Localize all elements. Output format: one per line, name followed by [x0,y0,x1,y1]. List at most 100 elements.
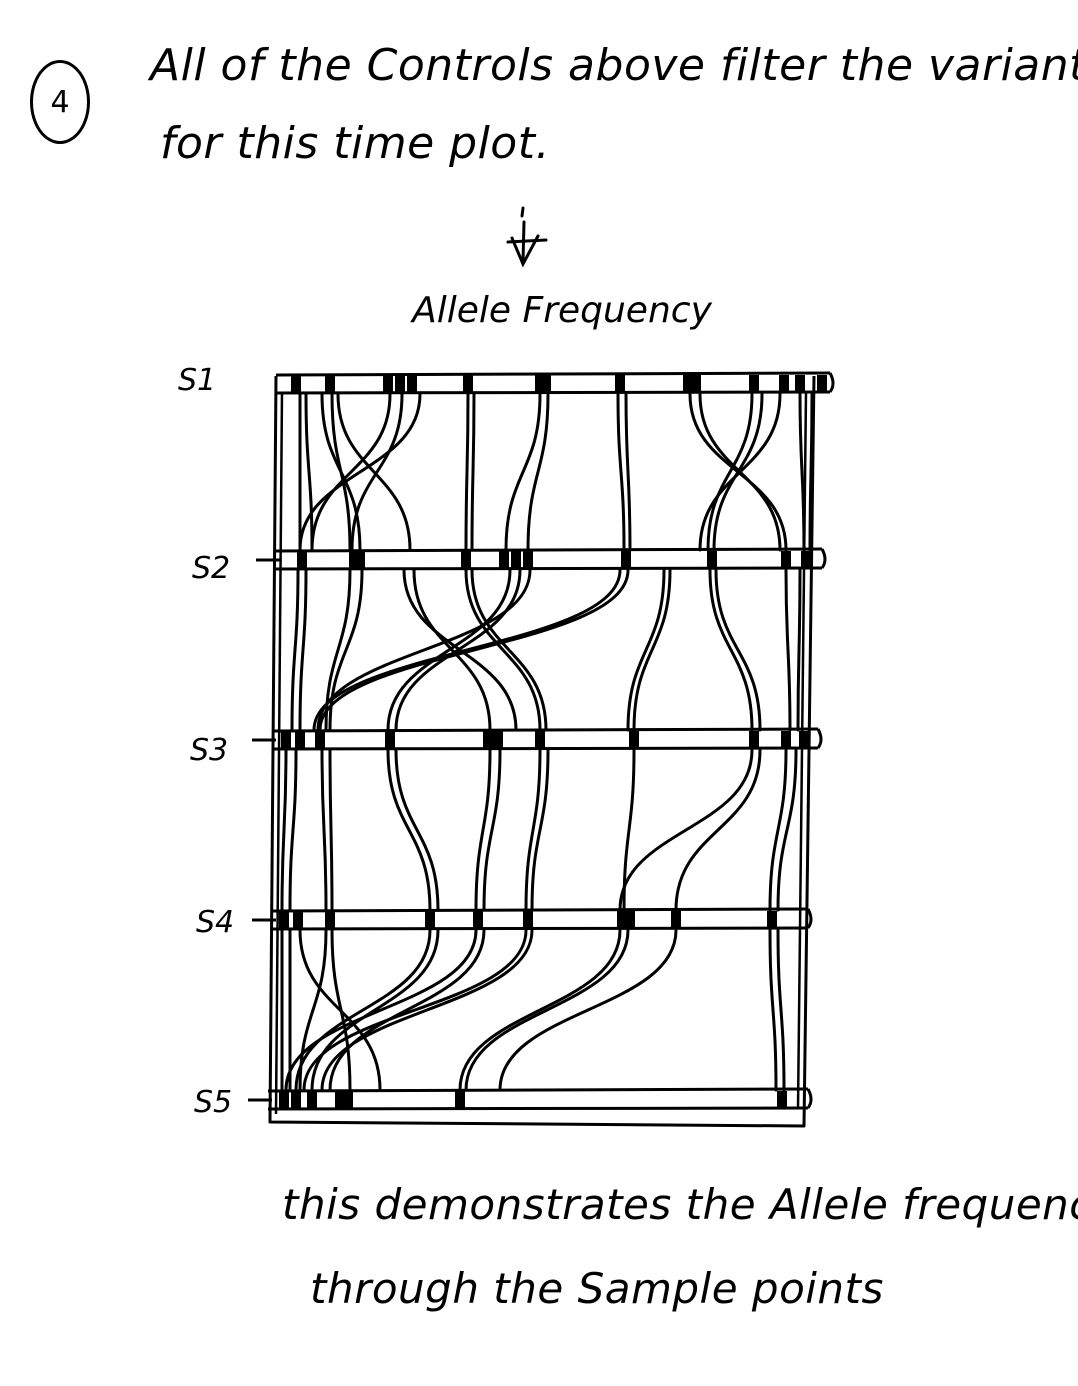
variant-mark [801,551,811,569]
allele-trajectory [706,392,754,552]
allele-trajectory [616,392,626,552]
variant-mark [335,1091,345,1109]
allele-trajectory [284,928,478,1092]
variant-mark [279,911,289,929]
allele-trajectory [320,748,328,912]
variant-mark [621,551,631,569]
variant-mark [473,911,483,929]
variant-mark [455,1091,465,1109]
sample-label: S3 [190,733,228,768]
allele-trajectory [698,392,782,552]
sample-band-bottom [275,390,831,395]
allele-trajectory [776,928,786,1092]
allele-trajectory [298,928,382,1092]
allele-trajectory [350,392,404,552]
allele-trajectory [280,748,288,912]
variant-mark [461,551,471,569]
variant-mark [343,1091,353,1109]
allele-trajectory [328,928,486,1092]
allele-trajectory [776,748,798,912]
variant-mark [315,731,325,749]
variant-mark [617,911,627,929]
allele-trajectory [330,392,352,552]
allele-trajectory [618,748,754,912]
allele-trajectory [386,568,512,732]
allele-trajectory [784,568,792,732]
sample-band-end [806,1088,813,1109]
variant-mark [293,911,303,929]
sample-label: S2 [192,551,230,586]
variant-mark [395,375,405,393]
variant-mark [523,911,533,929]
sample-labels: S1 S2 S3 S4 S5 [178,363,234,1120]
allele-trajectory [336,392,412,552]
variant-mark [615,375,625,393]
variant-mark [535,731,545,749]
allele-trajectory [298,568,308,732]
variant-mark [463,375,473,393]
variant-mark [279,1091,289,1109]
variant-mark [625,911,635,929]
variant-mark [325,375,335,393]
allele-trajectory [304,392,314,552]
allele-trajectory [498,928,678,1092]
allele-trajectory [530,748,550,912]
allele-trajectory [708,568,754,732]
allele-trajectory [470,568,548,732]
allele-trajectory [302,928,528,1092]
allele-trajectory [318,568,630,732]
variant-mark [383,375,393,393]
allele-trajectory [320,928,534,1092]
allele-trajectory [768,748,788,912]
allele-trajectory [394,748,440,912]
variant-mark [511,551,521,569]
variant-mark [493,731,503,749]
allele-trajectory [312,568,622,732]
variant-mark [523,551,533,569]
sample-band-bottom [275,566,823,571]
allele-trajectory [412,568,492,732]
variant-mark [781,731,791,749]
allele-trajectory [474,748,492,912]
allele-trajectory [298,392,422,552]
allele-trajectory [624,392,632,552]
variant-mark [291,375,301,393]
allele-trajectory [464,928,630,1092]
sample-band-end [820,548,827,569]
variant-mark [749,375,759,393]
sample-label: S4 [196,905,234,940]
variant-mark [425,911,435,929]
allele-frequency-curves [280,392,814,1092]
variant-mark [355,551,365,569]
allele-trajectory [310,392,392,552]
allele-trajectory [288,748,298,912]
variant-mark [499,551,509,569]
allele-trajectory [526,392,550,552]
variant-mark [671,911,681,929]
allele-trajectory [482,748,502,912]
sample-label: S5 [194,1085,232,1120]
variant-mark [781,551,791,569]
sample-band-top [275,371,831,377]
allele-trajectory [290,568,300,732]
variant-mark [407,375,417,393]
allele-trajectory [458,928,622,1092]
allele-trajectory [798,392,806,552]
variant-mark [307,1091,317,1109]
allele-trajectory [464,568,542,732]
step-number-badge: 4 [30,60,90,144]
caption-line-1: this demonstrates the Allele frequency [282,1180,1078,1229]
variant-marks [279,375,827,1109]
intro-text-line-2: for this time plot. [160,118,550,169]
variant-mark [767,911,777,929]
sample-band-top [271,907,809,913]
variant-mark [777,1091,787,1109]
allele-trajectory [808,392,814,552]
variant-mark [707,551,717,569]
allele-trajectory [674,748,762,912]
variant-mark [817,375,827,393]
allele-trajectory [524,748,542,912]
plot-border-inner-left [274,391,284,1115]
variant-mark [295,731,305,749]
